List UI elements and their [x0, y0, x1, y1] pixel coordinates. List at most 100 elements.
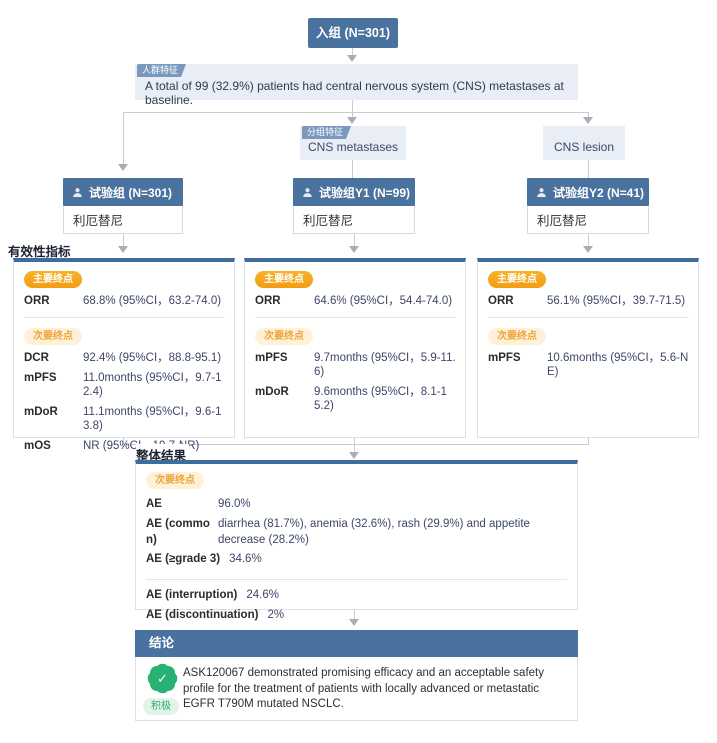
connector-line — [123, 112, 589, 113]
ae-row: AE (discontinuation) 2% — [146, 607, 567, 624]
branch-cns-lesion-box: CNS lesion — [543, 126, 625, 160]
connector-line — [588, 233, 589, 247]
metric-label: DCR — [24, 352, 49, 364]
secondary-endpoint-tag: 次要终点 — [255, 328, 313, 345]
metric-row: ORR 68.8% (95%CI，63.2-74.0) — [24, 294, 225, 308]
connector-line — [354, 233, 355, 247]
primary-endpoint-tag: 主要终点 — [488, 271, 546, 288]
metric-label: mPFS — [24, 372, 57, 384]
metric-row: ORR 56.1% (95%CI，39.7-71.5) — [488, 294, 689, 308]
overall-section-label: 整体结果 — [136, 444, 190, 465]
population-characteristics-box: 人群特征 A total of 99 (32.9%) patients had … — [135, 64, 578, 107]
branch-label: CNS lesion — [553, 140, 615, 154]
efficacy-card-groupY2: 主要终点 ORR 56.1% (95%CI，39.7-71.5) 次要终点 mP… — [477, 258, 699, 438]
connector-line — [588, 438, 589, 445]
ae-label: AE (≥grade 3) — [146, 553, 221, 565]
metric-value: 9.7months (95%CI，5.9-11.6) — [314, 352, 456, 378]
overall-results-box: 次要终点 AE 96.0% AE (common) diarrhea (81.7… — [135, 460, 578, 621]
branch-label: CNS metastases — [307, 140, 399, 154]
metric-label: ORR — [488, 295, 514, 307]
arrow-down-icon — [583, 117, 593, 124]
ae-value: 96.0% — [218, 498, 251, 510]
connector-line — [588, 112, 589, 118]
connector-line — [123, 438, 124, 445]
grouping-tag: 分组特征 — [302, 126, 351, 139]
efficacy-card-groupY1: 主要终点 ORR 64.6% (95%CI，54.4-74.0) 次要终点 mP… — [244, 258, 466, 438]
arrow-down-icon — [118, 246, 128, 253]
group-header: 试验组 (N=301) — [63, 178, 183, 206]
efficacy-card-group1: 主要终点 ORR 68.8% (95%CI，63.2-74.0) 次要终点 DC… — [13, 258, 235, 452]
metric-label: ORR — [255, 295, 281, 307]
ae-label: AE — [146, 498, 162, 510]
person-icon — [302, 187, 313, 198]
arrow-down-icon — [347, 55, 357, 62]
primary-endpoint-tag: 主要终点 — [24, 271, 82, 288]
ae-row: AE (common) diarrhea (81.7%), anemia (32… — [146, 516, 567, 548]
ae-value: 24.6% — [246, 589, 279, 601]
ae-row: AE 96.0% — [146, 496, 567, 512]
metric-row: mPFS 11.0months (95%CI，9.7-12.4) — [24, 371, 225, 399]
connector-line — [123, 233, 124, 247]
connector-line — [354, 438, 355, 445]
divider — [488, 317, 689, 318]
group-drug: 利厄替尼 — [293, 206, 415, 234]
group-title: 试验组Y1 (N=99) — [319, 185, 411, 200]
arrow-down-icon — [583, 246, 593, 253]
ae-row: AE (interruption) 24.6% — [146, 587, 567, 604]
arrow-down-icon — [347, 117, 357, 124]
connector-line — [123, 444, 589, 445]
arrow-down-icon — [349, 246, 359, 253]
ae-value: diarrhea (81.7%), anemia (32.6%), rash (… — [218, 518, 530, 546]
arrow-down-icon — [118, 164, 128, 171]
conclusion-body: ✓ 积极 ASK120067 demonstrated promising ef… — [135, 657, 578, 721]
arrow-down-icon — [349, 619, 359, 626]
divider — [24, 317, 225, 318]
metric-row: DCR 92.4% (95%CI，88.8-95.1) — [24, 351, 225, 365]
ae-value: 2% — [267, 609, 285, 621]
metric-value: 9.6months (95%CI，8.1-15.2) — [314, 386, 447, 412]
population-tag: 人群特征 — [137, 64, 186, 77]
trial-group-card: 试验组Y2 (N=41) 利厄替尼 — [527, 178, 649, 234]
metric-row: mOS NR (95%CI，19.7-NR) — [24, 439, 225, 453]
ae-label: AE (interruption) — [146, 589, 238, 601]
secondary-endpoint-tag: 次要终点 — [24, 328, 82, 345]
connector-line — [352, 100, 353, 112]
ae-label: AE (discontinuation) — [146, 609, 259, 621]
primary-endpoint-tag: 主要终点 — [255, 271, 313, 288]
metric-label: mOS — [24, 440, 51, 452]
secondary-endpoint-tag: 次要终点 — [146, 472, 204, 489]
metric-label: ORR — [24, 295, 50, 307]
trial-group-card: 试验组 (N=301) 利厄替尼 — [63, 178, 183, 234]
connector-line — [352, 48, 353, 56]
metric-value: 11.1months (95%CI，9.6-13.8) — [83, 406, 222, 432]
person-icon — [72, 187, 83, 198]
metric-value: 64.6% (95%CI，54.4-74.0) — [314, 295, 453, 307]
metric-value: 56.1% (95%CI，39.7-71.5) — [547, 295, 686, 307]
connector-line — [352, 112, 353, 118]
connector-line — [354, 610, 355, 620]
efficacy-section-label: 有效性指标 — [8, 240, 74, 261]
group-drug: 利厄替尼 — [63, 206, 183, 234]
metric-value: 68.8% (95%CI，63.2-74.0) — [83, 295, 222, 307]
ae-row: AE (≥grade 3) 34.6% — [146, 551, 567, 568]
connector-line — [352, 160, 353, 178]
divider — [146, 579, 567, 580]
badge-check-icon: ✓ — [150, 666, 175, 691]
population-text: A total of 99 (32.9%) patients had centr… — [145, 79, 564, 107]
connector-line — [354, 444, 355, 453]
metric-label: mDoR — [24, 406, 58, 418]
metric-row: ORR 64.6% (95%CI，54.4-74.0) — [255, 294, 456, 308]
metric-label: mPFS — [488, 352, 521, 364]
group-title: 试验组 (N=301) — [89, 185, 173, 200]
metric-value: 10.6months (95%CI，5.6-NE) — [547, 352, 689, 378]
metric-row: mPFS 10.6months (95%CI，5.6-NE) — [488, 351, 689, 379]
group-header: 试验组Y1 (N=99) — [293, 178, 415, 206]
group-title: 试验组Y2 (N=41) — [553, 185, 645, 200]
arrow-down-icon — [349, 452, 359, 459]
check-icon: ✓ — [157, 670, 168, 686]
conclusion-text: ASK120067 demonstrated promising efficac… — [183, 667, 544, 710]
connector-line — [588, 160, 589, 178]
metric-label: mPFS — [255, 352, 288, 364]
person-icon — [536, 187, 547, 198]
